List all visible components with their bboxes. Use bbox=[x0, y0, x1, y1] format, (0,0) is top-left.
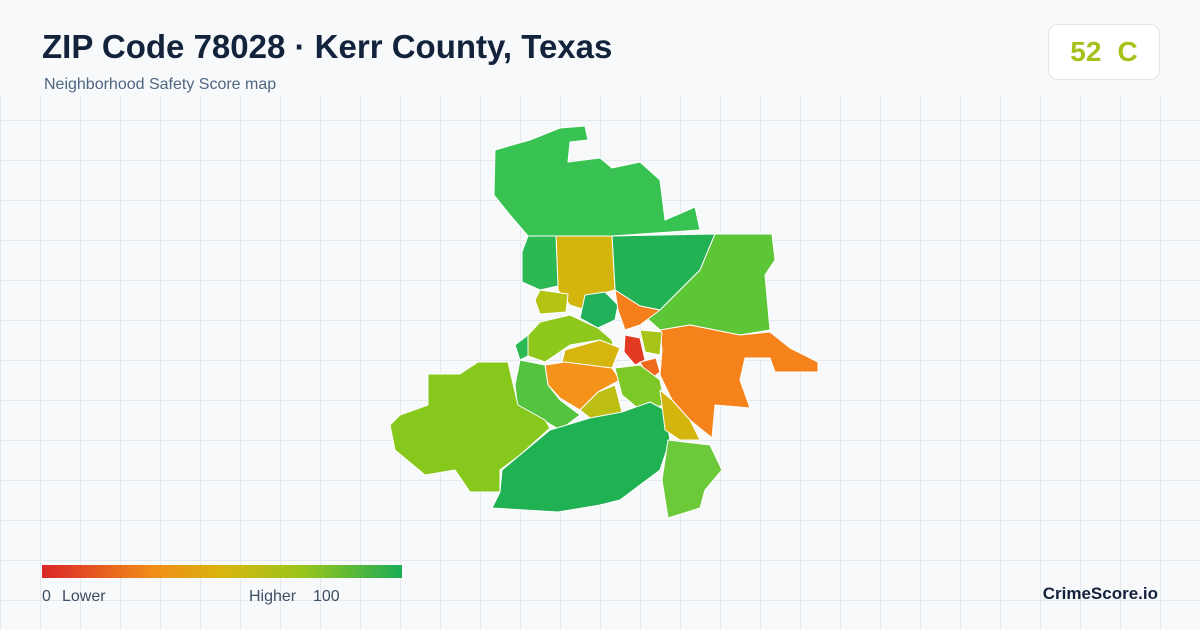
region bbox=[491, 401, 671, 513]
score-grade: C bbox=[1117, 36, 1138, 67]
subtitle: Neighborhood Safety Score map bbox=[44, 76, 277, 93]
brand: CrimeScore.io bbox=[1042, 584, 1158, 603]
region bbox=[521, 235, 559, 291]
legend-min-label: Lower bbox=[62, 588, 106, 605]
region bbox=[659, 389, 701, 441]
region bbox=[639, 329, 663, 356]
region bbox=[661, 439, 723, 519]
region bbox=[614, 289, 661, 331]
score-value: 52 bbox=[1070, 36, 1102, 67]
region bbox=[534, 289, 569, 315]
legend-min: 0 bbox=[42, 588, 51, 605]
region bbox=[493, 125, 701, 237]
region bbox=[514, 334, 529, 361]
legend-max: 100 bbox=[313, 588, 340, 605]
title: ZIP Code 78028 · Kerr County, Texas bbox=[42, 28, 613, 65]
region bbox=[579, 291, 619, 329]
legend-color-ramp bbox=[42, 565, 402, 578]
score-badge: 52 C bbox=[1048, 24, 1160, 80]
legend-max-label: Higher bbox=[249, 588, 297, 605]
region bbox=[389, 361, 551, 493]
